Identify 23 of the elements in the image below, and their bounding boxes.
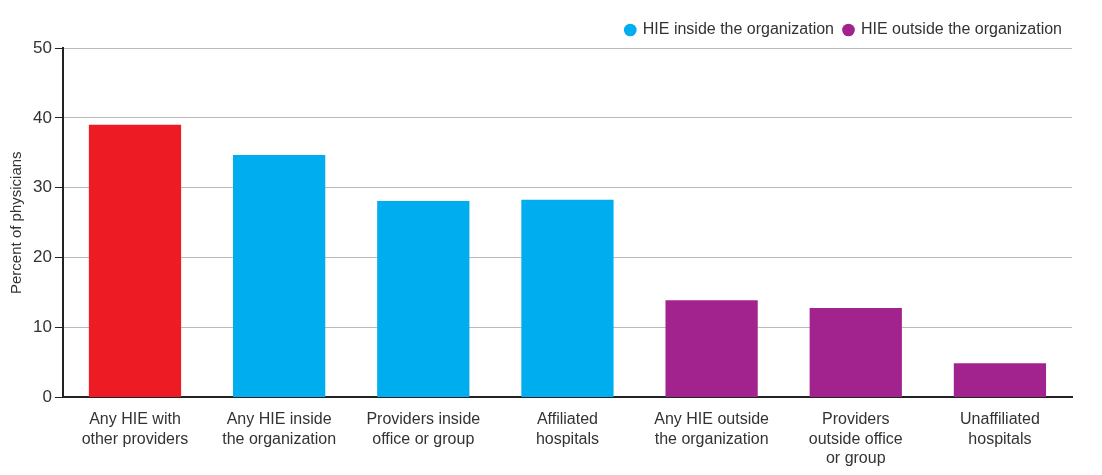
y-tick-label: 50 [32,37,52,57]
bar [521,199,614,397]
bar [665,300,758,397]
bar [953,363,1047,397]
x-tick-label: Any HIE with other providers [81,410,189,447]
x-tick-label: Affiliated hospitals [535,410,600,447]
x-tick-label: Any HIE outside the organization [654,410,770,447]
bar [88,124,182,397]
x-tick-label: Providers inside office or group [366,410,481,447]
bar [233,154,326,397]
y-tick-label: 20 [32,247,52,267]
bar [809,307,902,397]
x-tick-label: Providers outside office or group [808,410,903,466]
y-axis-title: Percent of physicians [7,151,25,294]
y-tick-label: 0 [42,387,52,407]
x-tick-label: Unaffiliated hospitals [960,410,1040,447]
y-tick-label: 10 [32,317,52,337]
x-tick-label: Any HIE inside the organization [222,410,337,447]
bar [377,201,470,397]
legend-label: HIE inside the organization [642,20,834,38]
legend-label: HIE outside the organization [860,20,1062,38]
y-tick-label: 40 [32,107,52,127]
y-tick-label: 30 [32,177,52,197]
